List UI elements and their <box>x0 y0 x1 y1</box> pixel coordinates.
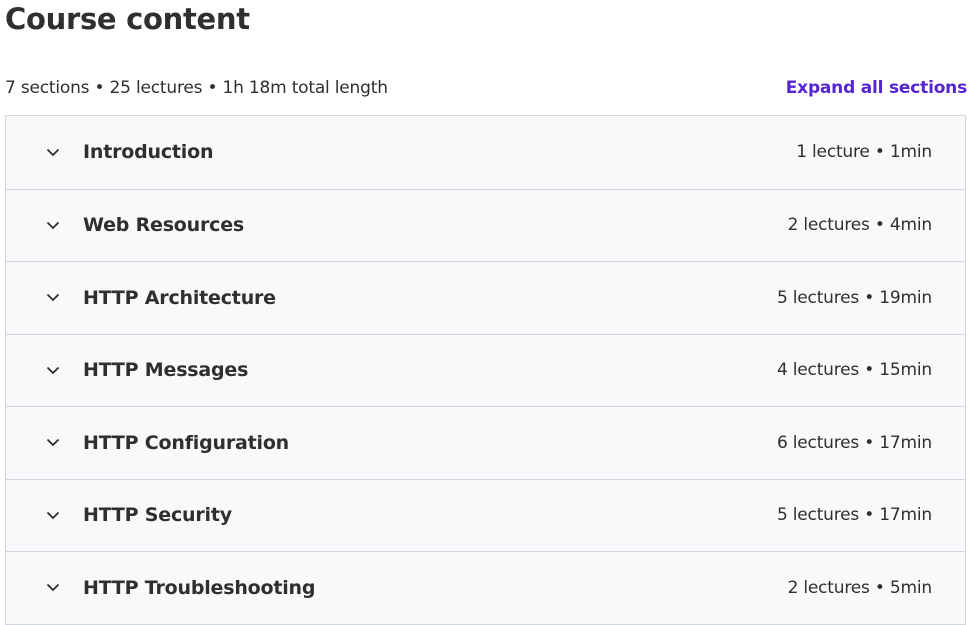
chevron-down-icon <box>45 507 61 523</box>
section-header-http-architecture[interactable]: HTTP Architecture 5 lectures • 19min <box>6 261 965 334</box>
chevron-down-icon <box>45 290 61 306</box>
section-title: HTTP Architecture <box>83 286 276 309</box>
section-title: Introduction <box>83 141 214 164</box>
section-header-http-configuration[interactable]: HTTP Configuration 6 lectures • 17min <box>6 406 965 479</box>
section-meta: 1 lecture • 1min <box>796 142 932 163</box>
page-title: Course content <box>5 2 250 36</box>
section-title: HTTP Troubleshooting <box>83 576 316 599</box>
sections-list: Introduction 1 lecture • 1min Web Resour… <box>5 115 966 625</box>
section-title: HTTP Security <box>83 504 232 527</box>
course-summary-row: 7 sections • 25 lectures • 1h 18m total … <box>5 74 967 102</box>
section-header-http-troubleshooting[interactable]: HTTP Troubleshooting 2 lectures • 5min <box>6 551 965 624</box>
section-meta: 4 lectures • 15min <box>776 360 932 381</box>
expand-all-sections-button[interactable]: Expand all sections <box>785 78 967 98</box>
section-title: Web Resources <box>83 214 245 237</box>
section-meta: 2 lectures • 4min <box>787 215 933 236</box>
course-summary: 7 sections • 25 lectures • 1h 18m total … <box>5 78 388 98</box>
chevron-down-icon <box>45 580 61 596</box>
section-title: HTTP Configuration <box>83 431 289 454</box>
chevron-down-icon <box>45 217 61 233</box>
section-title: HTTP Messages <box>83 359 249 382</box>
chevron-down-icon <box>45 144 61 160</box>
section-meta: 5 lectures • 17min <box>776 505 932 526</box>
chevron-down-icon <box>45 435 61 451</box>
section-meta: 5 lectures • 19min <box>776 287 932 308</box>
section-header-http-security[interactable]: HTTP Security 5 lectures • 17min <box>6 478 965 551</box>
chevron-down-icon <box>45 362 61 378</box>
section-meta: 2 lectures • 5min <box>787 577 933 598</box>
section-meta: 6 lectures • 17min <box>776 432 932 453</box>
section-header-http-messages[interactable]: HTTP Messages 4 lectures • 15min <box>6 333 965 406</box>
section-header-introduction[interactable]: Introduction 1 lecture • 1min <box>6 116 965 189</box>
section-header-web-resources[interactable]: Web Resources 2 lectures • 4min <box>6 188 965 261</box>
